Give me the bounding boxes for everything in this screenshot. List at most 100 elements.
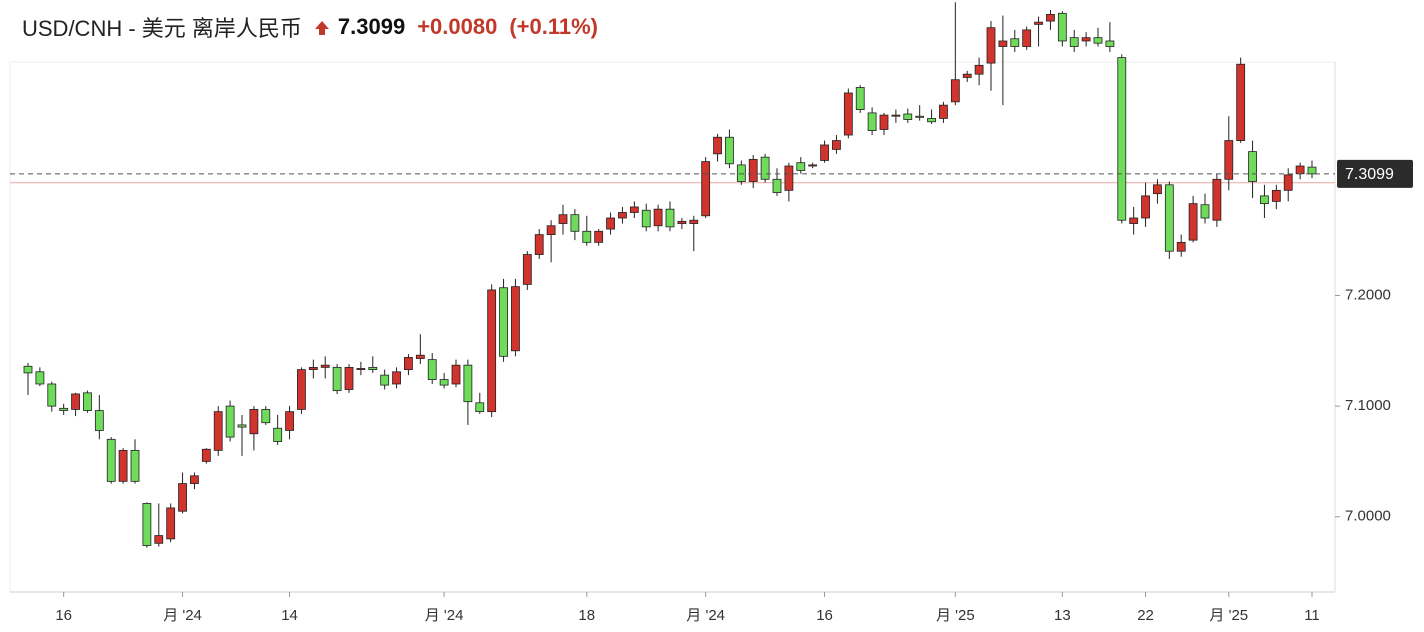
candle-body (1057, 12, 1067, 42)
candle-body (820, 144, 829, 161)
x-tick-label: 16 (55, 607, 72, 624)
candle-body (665, 208, 675, 228)
candle-body (784, 165, 794, 191)
candle-body (891, 114, 901, 117)
x-tick-label: 月 '24 (163, 607, 202, 624)
candle-body (59, 407, 69, 411)
candle-body (1117, 57, 1127, 221)
price-value: 7.3099 (337, 14, 406, 39)
candle-body (1260, 195, 1269, 205)
x-tick-label: 月 '25 (936, 607, 975, 624)
candle-body (356, 368, 366, 370)
candle-body (94, 410, 104, 431)
candle-body (939, 104, 948, 119)
candle-body (808, 164, 818, 167)
candle-body (225, 405, 235, 438)
candle-body (1295, 165, 1305, 175)
candle-body (118, 449, 128, 482)
candle-body (534, 234, 544, 255)
candle-body (237, 424, 247, 428)
candle-body (618, 212, 627, 219)
x-tick-label: 13 (1054, 607, 1071, 624)
candle-body (332, 366, 342, 392)
candle-body (570, 214, 580, 232)
candle-body (606, 217, 615, 230)
candle-body (962, 73, 972, 78)
candle-body (1010, 38, 1020, 47)
candle-body (249, 409, 259, 435)
candle-body (1069, 37, 1079, 47)
candle-body (594, 230, 604, 243)
candle-body (701, 161, 711, 217)
candle-body (392, 371, 401, 385)
candle-body (47, 383, 57, 407)
candle-body (1164, 184, 1174, 252)
candle-body (1129, 217, 1139, 224)
y-tick-label: 7.1000 (1345, 397, 1391, 414)
candle-body (641, 209, 651, 228)
candle-body (106, 438, 116, 482)
candle-body (1081, 37, 1091, 42)
candle-body (142, 503, 152, 546)
candle-body (83, 392, 92, 411)
candle-body (344, 366, 354, 390)
candle-body (725, 136, 734, 165)
x-tick-label: 月 '24 (425, 607, 464, 624)
candle-body (273, 427, 283, 442)
candle-body (201, 448, 211, 462)
candle-body (1248, 151, 1257, 182)
candle-body (368, 366, 378, 370)
candle-body (213, 411, 223, 451)
candle-body (1105, 40, 1115, 47)
candle-body (166, 507, 176, 540)
candle-body (1200, 204, 1210, 219)
candle-body (677, 220, 687, 224)
candle-body (760, 156, 770, 180)
candle-body (71, 393, 80, 410)
y-tick-label: 7.0000 (1345, 508, 1391, 525)
candle-body (713, 136, 722, 155)
candle-body (855, 87, 865, 110)
x-tick-label: 16 (816, 607, 833, 624)
candle-body (1046, 14, 1055, 22)
candle-body (190, 475, 199, 484)
candle-body (1224, 140, 1234, 180)
candle-body (736, 164, 746, 182)
x-tick-label: 14 (281, 607, 298, 624)
candle-body (748, 158, 758, 182)
candle-body (1093, 37, 1103, 44)
candle-body (689, 219, 699, 224)
candle-body (297, 369, 306, 410)
candle-body (511, 286, 520, 352)
candle-body (582, 230, 592, 243)
candle-body (475, 402, 485, 413)
x-tick-label: 11 (1304, 607, 1320, 624)
candle-body (629, 206, 639, 213)
up-arrow (314, 21, 329, 36)
candle-body (23, 365, 33, 374)
candle-body (285, 411, 294, 431)
candle-body (903, 113, 913, 120)
last-price-label: 7.3099 (1345, 166, 1394, 183)
candle-body (1034, 21, 1043, 25)
candle-body (796, 162, 806, 171)
candle-body (487, 289, 497, 413)
candle-body (439, 379, 449, 386)
candle-body (380, 374, 390, 386)
change-pct: (+0.11%) (509, 14, 598, 39)
candle-body (499, 287, 508, 357)
candle-body (772, 178, 782, 193)
price: 7.3099 (314, 14, 405, 40)
candle-body (35, 371, 45, 385)
candle-body (1176, 241, 1186, 252)
candle-body (1236, 63, 1246, 141)
candle-body (320, 364, 330, 368)
candle-body (154, 535, 164, 544)
candle-body (1022, 29, 1032, 47)
candle-body (1283, 174, 1293, 191)
change: +0.0080 (417, 14, 498, 39)
x-tick-label: 月 '24 (686, 607, 725, 624)
candle-body (178, 483, 187, 512)
header: USD/CNH - 美元 离岸人民币 7.3099 +0.0080 (+0.11… (22, 10, 598, 44)
